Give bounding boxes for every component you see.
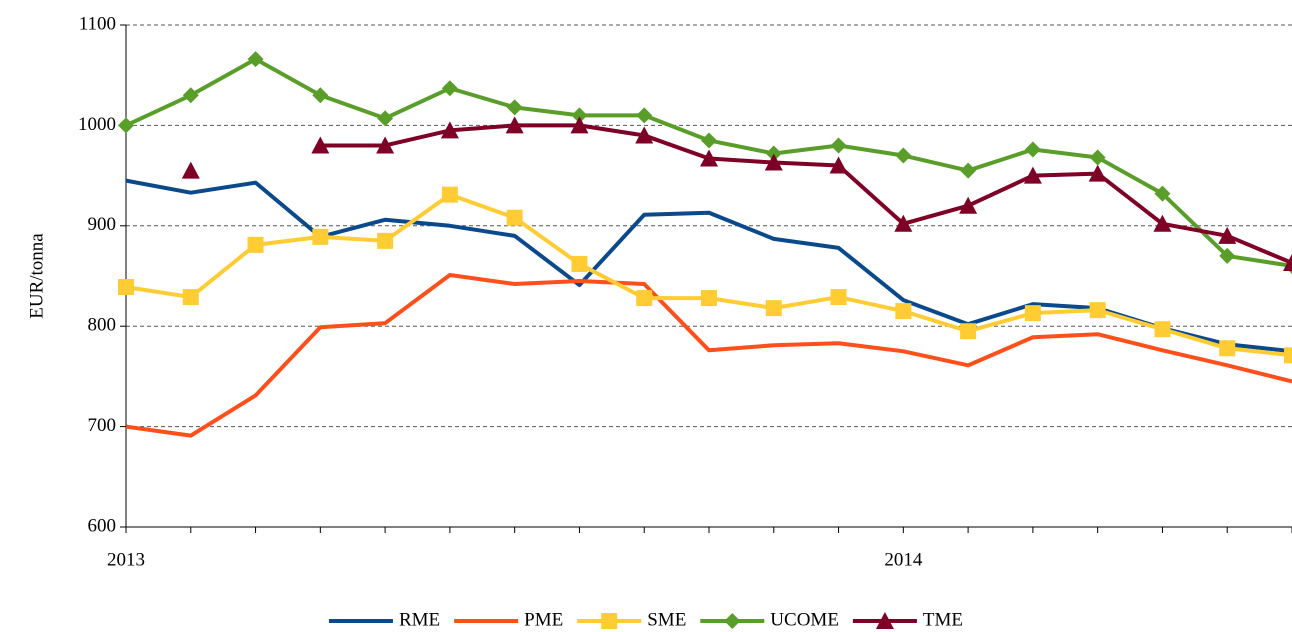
marker [959,196,978,214]
legend-label: RME [399,609,440,630]
marker [571,255,588,272]
y-axis-label: EUR/tonna [26,233,47,319]
y-tick-label: 1100 [79,13,116,34]
marker [1089,149,1106,166]
marker [118,279,134,296]
marker [1024,141,1041,158]
marker [505,116,524,134]
marker [1284,347,1292,364]
marker [441,80,458,97]
marker [312,228,329,245]
marker [506,209,523,226]
legend-label: SME [647,609,686,630]
marker [441,186,458,203]
marker [829,156,848,174]
marker [895,147,912,164]
marker [601,613,618,629]
marker [377,232,394,249]
marker [1023,166,1042,184]
x-tick-label: 2014 [884,549,923,570]
marker [875,612,894,629]
y-tick-label: 700 [88,415,117,436]
marker [247,51,264,68]
legend: RME PME SME UCOME TME [328,609,963,630]
line [125,178,1292,354]
marker [312,87,329,104]
y-tick-label: 800 [88,315,117,336]
marker [895,303,912,320]
line [125,272,1292,438]
marker [724,613,741,629]
marker [1089,302,1106,319]
legend-label: UCOME [770,609,839,630]
legend-item: RME [328,609,440,630]
series [125,178,1292,354]
series [181,116,1292,271]
marker [377,110,394,127]
marker [1154,185,1171,202]
marker [1219,247,1236,264]
marker [570,116,589,134]
marker [376,136,395,154]
marker [1153,214,1172,232]
marker [1219,340,1236,357]
marker [571,107,588,124]
marker [701,132,717,149]
x-tick-label: 2013 [107,549,145,570]
series [118,51,1292,274]
marker [960,162,977,179]
marker [1154,321,1171,338]
marker [830,137,847,154]
legend-label: PME [524,609,563,630]
marker [181,161,200,179]
line [320,123,1292,265]
marker [765,145,782,162]
marker [1218,226,1237,244]
marker [311,136,330,154]
series [125,272,1292,438]
marker [960,323,977,340]
legend-item: PME [454,609,563,630]
marker [764,153,783,171]
marker [636,107,653,124]
marker [247,236,264,253]
series [118,186,1292,364]
marker [635,126,654,144]
y-tick-label: 900 [88,214,117,235]
marker [118,117,134,134]
marker [765,300,782,317]
marker [1283,253,1292,271]
y-tick-label: 600 [88,515,117,536]
marker [700,149,718,167]
legend-item: SME [577,609,686,630]
marker [1024,305,1041,322]
legend-label: TME [923,609,963,630]
marker [440,121,459,139]
legend-item: TME [852,609,963,630]
marker [894,214,913,232]
legend-item: UCOME [700,609,839,630]
marker [636,290,653,307]
marker [701,290,717,307]
marker [1088,164,1107,182]
marker [506,99,523,116]
marker [830,289,847,306]
marker [182,289,199,306]
y-tick-label: 1000 [78,114,116,135]
marker [182,87,199,104]
